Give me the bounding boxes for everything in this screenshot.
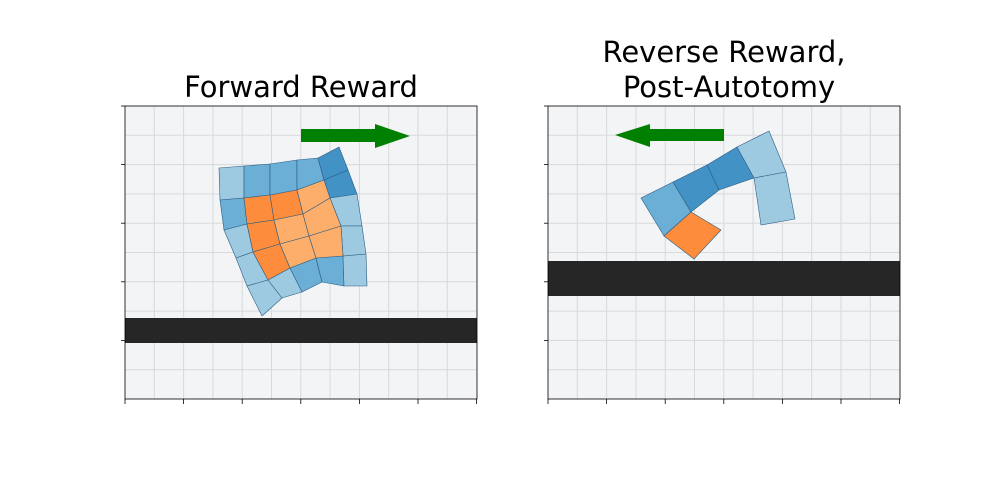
voxel (269, 159, 298, 196)
direction-arrow-left (615, 124, 724, 147)
panel-title-reverse-line2: Post-Autotomy (623, 70, 835, 104)
axis-ticks (544, 105, 900, 404)
panel-forward-reward: Forward Reward (121, 70, 478, 404)
grid (548, 106, 900, 399)
voxel (663, 211, 722, 260)
robot-body (218, 146, 368, 317)
voxel (340, 225, 367, 257)
voxel (218, 165, 245, 201)
voxel (308, 225, 344, 259)
robot-body (640, 130, 796, 260)
voxel (243, 163, 271, 199)
ground-bar (125, 318, 477, 343)
direction-arrow-right (301, 124, 410, 148)
panel-title-forward: Forward Reward (184, 70, 418, 104)
axis-ticks (121, 105, 478, 404)
voxel (753, 171, 796, 226)
panel-title-reverse: Reverse Reward, (602, 35, 845, 69)
panel-reverse-reward: Reverse Reward, Post-Autotomy (544, 35, 901, 404)
voxel (342, 253, 368, 287)
voxel (243, 194, 275, 225)
ground-bar (548, 261, 900, 296)
